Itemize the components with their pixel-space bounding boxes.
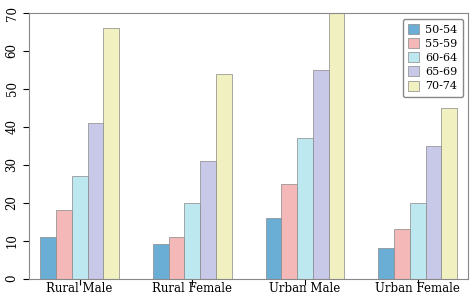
Bar xyxy=(265,218,282,278)
Bar xyxy=(426,146,441,278)
Bar xyxy=(56,210,72,278)
Bar xyxy=(378,248,394,278)
Bar xyxy=(184,203,200,278)
Bar xyxy=(441,108,457,278)
Bar xyxy=(88,123,103,278)
Bar xyxy=(72,176,88,278)
Bar xyxy=(200,161,216,278)
Bar xyxy=(410,203,426,278)
Bar xyxy=(328,5,345,278)
Bar xyxy=(216,74,232,278)
Legend: 50-54, 55-59, 60-64, 65-69, 70-74: 50-54, 55-59, 60-64, 65-69, 70-74 xyxy=(403,19,463,97)
Bar xyxy=(153,244,169,278)
Bar xyxy=(394,229,410,278)
Bar xyxy=(40,237,56,278)
Bar xyxy=(169,237,184,278)
Bar xyxy=(297,138,313,278)
Bar xyxy=(282,184,297,278)
Bar xyxy=(103,28,119,278)
Bar xyxy=(313,70,328,278)
